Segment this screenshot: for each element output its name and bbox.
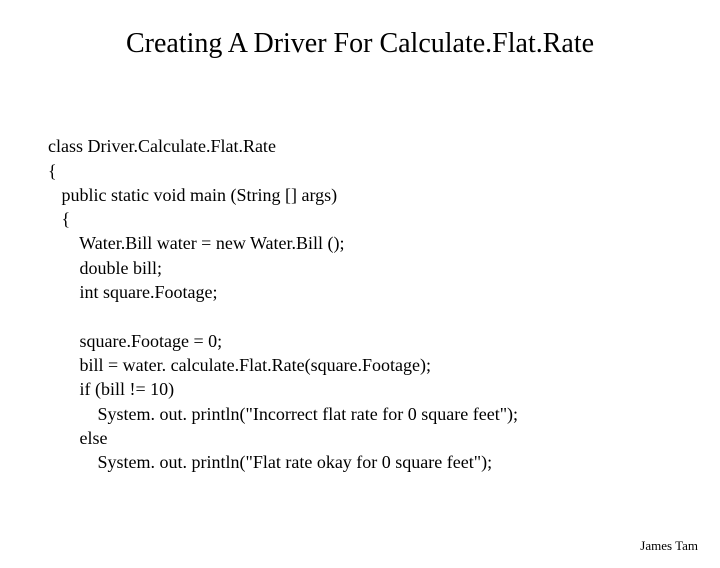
code-line: class Driver.Calculate.Flat.Rate: [48, 136, 276, 156]
code-line: Water.Bill water = new Water.Bill ();: [48, 233, 345, 253]
code-block: class Driver.Calculate.Flat.Rate { publi…: [48, 110, 720, 474]
code-line: System. out. println("Flat rate okay for…: [48, 452, 492, 472]
code-line: if (bill != 10): [48, 379, 174, 399]
code-line: else: [48, 428, 107, 448]
code-line: {: [48, 209, 70, 229]
code-line: bill = water. calculate.Flat.Rate(square…: [48, 355, 431, 375]
code-line: System. out. println("Incorrect flat rat…: [48, 404, 518, 424]
code-line: int square.Footage;: [48, 282, 217, 302]
code-line: square.Footage = 0;: [48, 331, 222, 351]
code-line: {: [48, 161, 57, 181]
author-footer: James Tam: [640, 538, 698, 554]
code-line: double bill;: [48, 258, 162, 278]
code-line: public static void main (String [] args): [48, 185, 337, 205]
slide-title: Creating A Driver For Calculate.Flat.Rat…: [0, 28, 720, 60]
